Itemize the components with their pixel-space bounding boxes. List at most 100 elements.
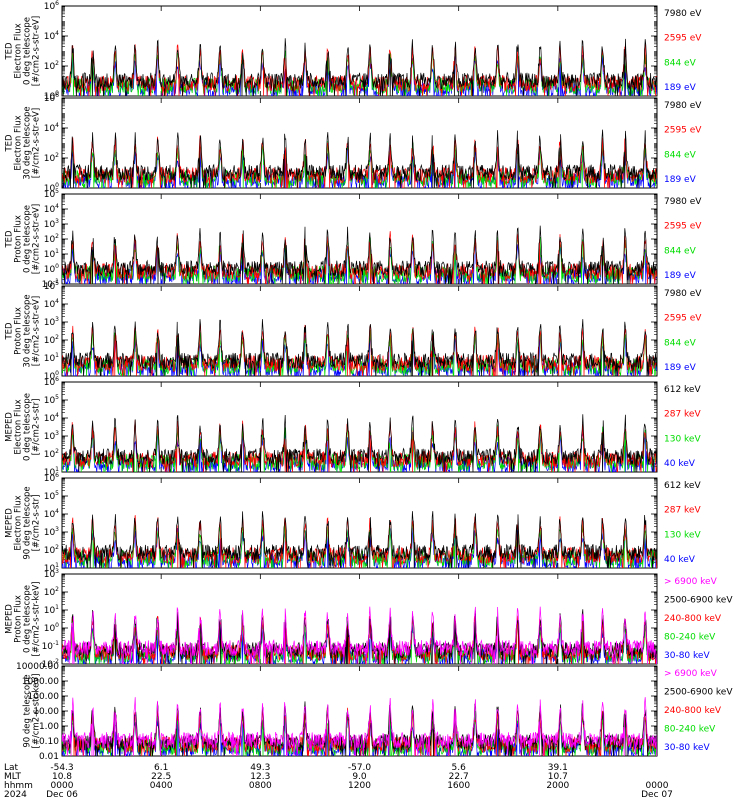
- y-axis-label: MEPED Proton Flux 0 deg telescope [#/cm2-s-…: [5, 582, 42, 657]
- y-axis-label-line: [#/cm2-s-str]: [32, 495, 42, 552]
- x-tick-label: 9.0: [352, 772, 367, 782]
- series-trace-1: [62, 606, 657, 664]
- legend-entry: 2595 eV: [664, 314, 702, 324]
- y-axis-label-line: Electron Flux: [14, 115, 24, 170]
- series-trace-4: [62, 333, 657, 376]
- x-tick-label: 22.5: [151, 772, 171, 782]
- series-trace-1: [62, 511, 657, 568]
- y-tick-label: 102: [44, 544, 59, 556]
- x-row-label: MLT: [4, 772, 22, 782]
- traces: [62, 225, 657, 284]
- y-tick-label: 102: [44, 334, 59, 346]
- y-tick-label: 105: [44, 188, 59, 200]
- legend-entry: 844 eV: [664, 58, 697, 68]
- y-axis-label-line: Electron Flux: [14, 23, 24, 78]
- y-axis-label: TED Proton Flux 0 deg telescope [#/cm2-s-st…: [5, 204, 42, 274]
- x-tick-label: 10.8: [52, 772, 72, 782]
- legend-entry: 7980 eV: [664, 9, 702, 19]
- legend-entry: 287 keV: [664, 410, 701, 420]
- x-tick-label: 1600: [447, 781, 470, 791]
- y-tick-label: 106: [44, 92, 59, 104]
- y-tick-label: 106: [44, 472, 59, 484]
- traces: [62, 414, 657, 472]
- y-tick-label: 104: [44, 298, 59, 310]
- legend-entry: 130 keV: [664, 434, 701, 444]
- y-axis-label-line: Proton Flux: [14, 215, 24, 263]
- series-trace-1: [62, 129, 657, 188]
- y-axis-label: TED Electron Flux 30 deg telescope [#/cm2-s…: [5, 106, 42, 179]
- x-tick-label: Dec 07: [641, 790, 673, 800]
- y-axis-label: MEPED Electron Flux 90 deg telescope [#/cm2…: [5, 486, 42, 559]
- y-tick-label: 105: [44, 394, 59, 406]
- y-tick-label: 1000.00: [22, 677, 59, 687]
- y-tick-label: 105: [44, 280, 59, 292]
- y-tick-label: 106: [44, 376, 59, 388]
- traces: [62, 38, 657, 96]
- legend-entry: 7980 eV: [664, 289, 702, 299]
- y-axis-label: TED Proton Flux 30 deg telescope [#/cm2-s-s…: [5, 294, 42, 367]
- y-axis-label-line: [#/cm2-s-str-keV]: [32, 582, 42, 657]
- y-axis-label: TED Electron Flux 0 deg telescope [#/cm2-s-…: [5, 16, 42, 86]
- x-row-label: hhmm: [4, 781, 33, 791]
- series-trace-4: [62, 241, 657, 284]
- y-axis-label-line: TED: [5, 322, 15, 341]
- legend-entry: > 6900 keV: [664, 577, 718, 587]
- y-axis-label-line: 0 deg telescope: [23, 205, 33, 273]
- y-axis-label-line: Proton Flux: [14, 595, 24, 643]
- y-tick-label: 104: [44, 30, 59, 42]
- y-axis-label-line: 30 deg telescope: [23, 294, 33, 367]
- y-axis-label-line: [#/cm2-s-str-eV]: [32, 204, 42, 274]
- y-tick-label: 106: [44, 0, 59, 12]
- y-tick-label: 100: [44, 263, 59, 275]
- y-tick-label: 103: [44, 316, 59, 328]
- x-tick-label: 0000: [51, 781, 74, 791]
- legend-entry: 2595 eV: [664, 126, 702, 136]
- legend-entry: 2595 eV: [664, 34, 702, 44]
- y-axis-label-line: [#/cm2-s-str-eV]: [32, 16, 42, 86]
- y-axis-label-line: [#/cm2-s-str-eV]: [32, 108, 42, 178]
- y-axis-label-line: TED: [5, 230, 15, 249]
- y-tick-label: 104: [44, 122, 59, 134]
- series-trace-1: [62, 414, 657, 472]
- series-trace-1: [62, 38, 657, 96]
- legend-entry: 612 keV: [664, 481, 701, 491]
- legend-entry: 30-80 keV: [664, 743, 710, 753]
- y-tick-label: 101: [44, 352, 59, 364]
- y-tick-label: 0.01: [39, 752, 59, 762]
- x-tick-label: 39.1: [548, 763, 568, 773]
- y-tick-label: 102: [44, 152, 59, 164]
- y-tick-label: 104: [44, 508, 59, 520]
- x-tick-label: 2000: [546, 781, 569, 791]
- y-tick-label: 103: [44, 568, 59, 580]
- x-tick-label: 5.6: [452, 763, 467, 773]
- series-trace-2: [62, 609, 657, 664]
- y-tick-label: 103: [44, 526, 59, 538]
- y-axis-label-line: Electron Flux: [14, 399, 24, 454]
- legend-entry: 80-240 keV: [664, 633, 716, 643]
- legend-entry: 844 eV: [664, 338, 697, 348]
- legend-entry: 240-800 keV: [664, 614, 722, 624]
- traces: [62, 129, 657, 188]
- y-axis-label: 90 deg telescope [#/cm2-s-str-keV]: [23, 674, 42, 749]
- y-tick-label: 10-1: [42, 640, 60, 652]
- y-axis-label-line: 0 deg telescope: [23, 585, 33, 653]
- y-tick-label: 1.00: [39, 722, 59, 732]
- x-tick-label: 6.1: [154, 763, 168, 773]
- legend-entry: 130 keV: [664, 530, 701, 540]
- legend-entry: 7980 eV: [664, 197, 702, 207]
- y-tick-label: 100: [44, 622, 59, 634]
- y-tick-label: 102: [44, 233, 59, 245]
- y-axis-label-line: [#/cm2-s-str-eV]: [32, 296, 42, 366]
- legend-entry: 287 keV: [664, 506, 701, 516]
- traces: [62, 606, 657, 664]
- series-trace-1: [62, 697, 657, 756]
- x-tick-label: 10.7: [548, 772, 568, 782]
- legend-entry: 2500-6900 keV: [664, 688, 733, 698]
- legend-entry: 240-800 keV: [664, 706, 722, 716]
